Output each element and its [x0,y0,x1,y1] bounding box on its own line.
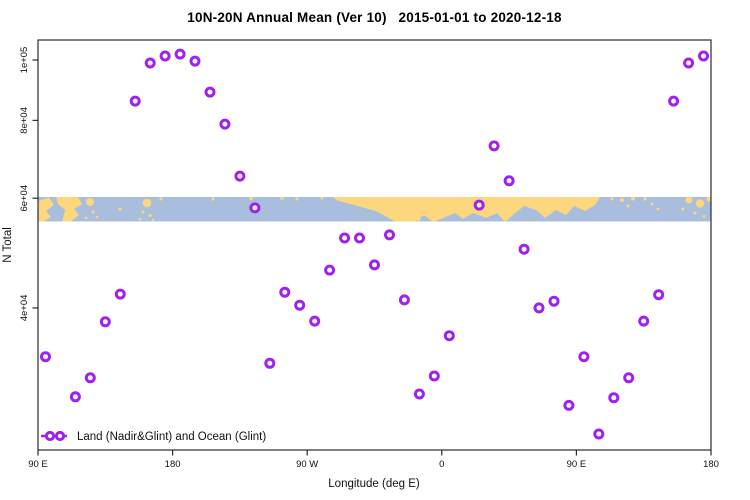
land-shape [56,197,82,222]
land-shape [151,218,155,222]
data-point [40,351,51,363]
data-point [279,286,291,298]
land-shape [631,196,635,201]
data-point [488,140,500,152]
data-point [219,118,231,130]
land-shape [415,197,600,222]
x-tick-label: 90 W [296,459,318,470]
x-tick-label: 90 E [28,459,48,470]
land-shape [706,196,711,202]
data-point [144,57,156,69]
data-point [608,392,620,404]
land-shape [295,197,299,201]
x-tick-label: 180 [165,459,181,470]
data-point [159,50,171,62]
data-point [99,316,111,328]
data-point [428,370,440,382]
land-shape [320,196,324,200]
data-point [114,288,126,300]
y-axis-label: N Total [2,227,14,263]
data-point [668,95,680,107]
land-shape [693,211,697,215]
x-tick-label: 90 E [567,459,587,470]
plot-box [37,39,712,451]
y-tick-label: 6e+04 [19,185,30,212]
land-shape [650,202,654,206]
data-point [324,264,336,276]
land-shape [95,215,99,219]
land-shape [138,217,142,221]
land-shape [681,207,685,211]
chart-title: 10N-20N Annual Mean (Ver 10) 2015-01-01 … [187,10,562,25]
data-point [593,428,605,440]
data-point [473,199,485,211]
data-point [518,243,530,255]
land-shape [685,196,693,204]
land-shape [211,197,215,201]
data-point [204,86,216,98]
x-tick-label: 0 [439,459,444,470]
land-shape [620,198,624,202]
data-point [264,357,276,369]
y-tick-label: 8e+04 [19,107,30,134]
data-point [84,372,96,384]
land-shape [84,216,88,220]
land-shape [643,197,647,201]
data-point [369,259,380,271]
data-point [234,170,246,182]
data-point [563,399,575,411]
land-shape [333,197,415,222]
x-tick-label: 180 [703,459,719,470]
legend: Land (Nadir&Glint) and Ocean (Glint) [41,430,266,443]
land-shape [702,215,706,218]
map-band [38,196,711,222]
data-point [398,294,410,306]
data-point [129,95,141,107]
land-shape [626,204,630,208]
land-shape [141,210,145,214]
data-point [578,351,590,363]
data-point [443,330,455,342]
legend-circle-icon [44,430,56,442]
land-shape [86,198,94,206]
land-shape [91,210,95,214]
land-shape [610,197,614,201]
land-shape [148,214,152,217]
data-point [249,202,261,214]
data-point [69,391,81,403]
land-shape [249,196,253,201]
data-point [533,302,545,314]
land-shape [656,207,660,211]
land-shape [118,207,122,211]
land-shape [280,196,284,200]
data-point [623,372,635,384]
land-shape [159,197,163,201]
data-point [413,388,425,400]
y-tick-label: 4e+04 [19,295,30,322]
data-point [698,50,709,62]
land-shape [38,197,54,222]
data-point [354,232,365,244]
data-point [653,289,665,301]
data-point [384,229,395,241]
data-point [503,175,515,187]
land-shape [695,199,705,208]
data-point [683,57,695,69]
land-shape [142,198,152,208]
y-tick-label: 1e+05 [19,47,30,74]
data-point [339,232,351,244]
x-axis-label: Longitude (deg E) [328,478,420,490]
data-point [638,315,650,327]
data-point [174,48,186,60]
data-point [548,295,560,307]
data-point [294,299,306,311]
data-point [309,315,321,327]
data-point [189,55,201,67]
legend-circle-icon [54,430,66,442]
legend-label: Land (Nadir&Glint) and Ocean (Glint) [77,431,266,443]
